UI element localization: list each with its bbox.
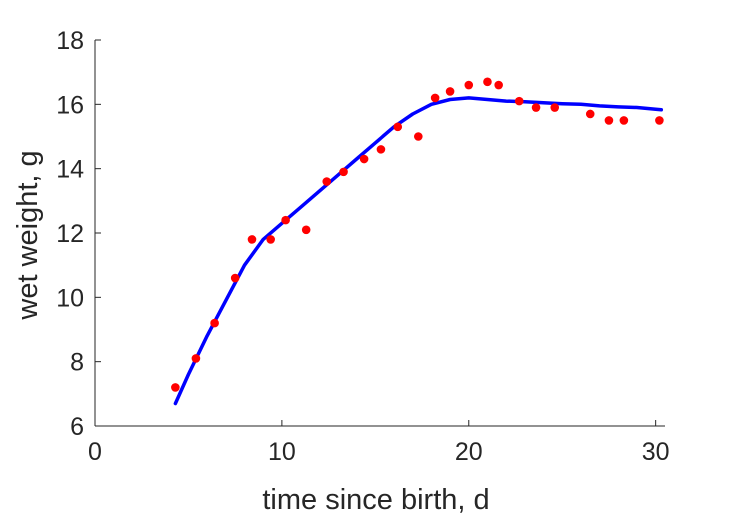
data-point bbox=[414, 132, 423, 141]
y-axis-label: wet weight, g bbox=[12, 150, 44, 320]
data-point bbox=[494, 80, 503, 90]
data-point bbox=[483, 77, 492, 87]
data-point bbox=[619, 116, 629, 125]
data-point bbox=[376, 145, 386, 154]
y-tick-label: 16 bbox=[56, 91, 84, 119]
x-tick-label: 20 bbox=[455, 438, 483, 466]
data-point bbox=[604, 116, 614, 125]
data-point bbox=[339, 167, 348, 177]
y-tick-label: 14 bbox=[56, 156, 84, 184]
x-axis-label: time since birth, d bbox=[262, 484, 489, 516]
data-point bbox=[266, 235, 275, 244]
data-point bbox=[322, 177, 332, 186]
x-tick-label: 10 bbox=[268, 438, 296, 466]
data-point bbox=[585, 109, 595, 119]
fit-curve bbox=[173, 96, 664, 406]
y-tick-label: 12 bbox=[56, 220, 84, 248]
y-tick-label: 6 bbox=[70, 413, 84, 441]
data-point bbox=[247, 235, 257, 244]
data-point bbox=[210, 318, 219, 328]
data-point bbox=[171, 383, 180, 392]
data-point bbox=[655, 116, 664, 125]
data-point bbox=[514, 96, 524, 106]
y-tick-label: 18 bbox=[56, 27, 84, 55]
data-point bbox=[531, 103, 541, 112]
data-point bbox=[191, 354, 201, 363]
data-point bbox=[301, 225, 311, 235]
data-point bbox=[464, 80, 474, 90]
fit-curve-layer bbox=[173, 96, 664, 406]
x-tick-label: 30 bbox=[642, 438, 670, 466]
y-tick-label: 10 bbox=[56, 284, 84, 312]
data-points-layer bbox=[171, 77, 664, 392]
data-point bbox=[550, 103, 560, 112]
data-point bbox=[230, 273, 240, 283]
y-tick-label: 8 bbox=[70, 349, 84, 377]
data-point bbox=[281, 215, 290, 225]
data-point bbox=[430, 93, 440, 103]
data-point bbox=[393, 122, 403, 132]
data-point bbox=[445, 87, 455, 96]
x-tick-label: 0 bbox=[88, 438, 102, 466]
ticks: 0 10 20 30 6 8 10 12 14 16 18 bbox=[56, 27, 669, 466]
axes bbox=[94, 40, 665, 427]
data-point bbox=[359, 154, 369, 164]
